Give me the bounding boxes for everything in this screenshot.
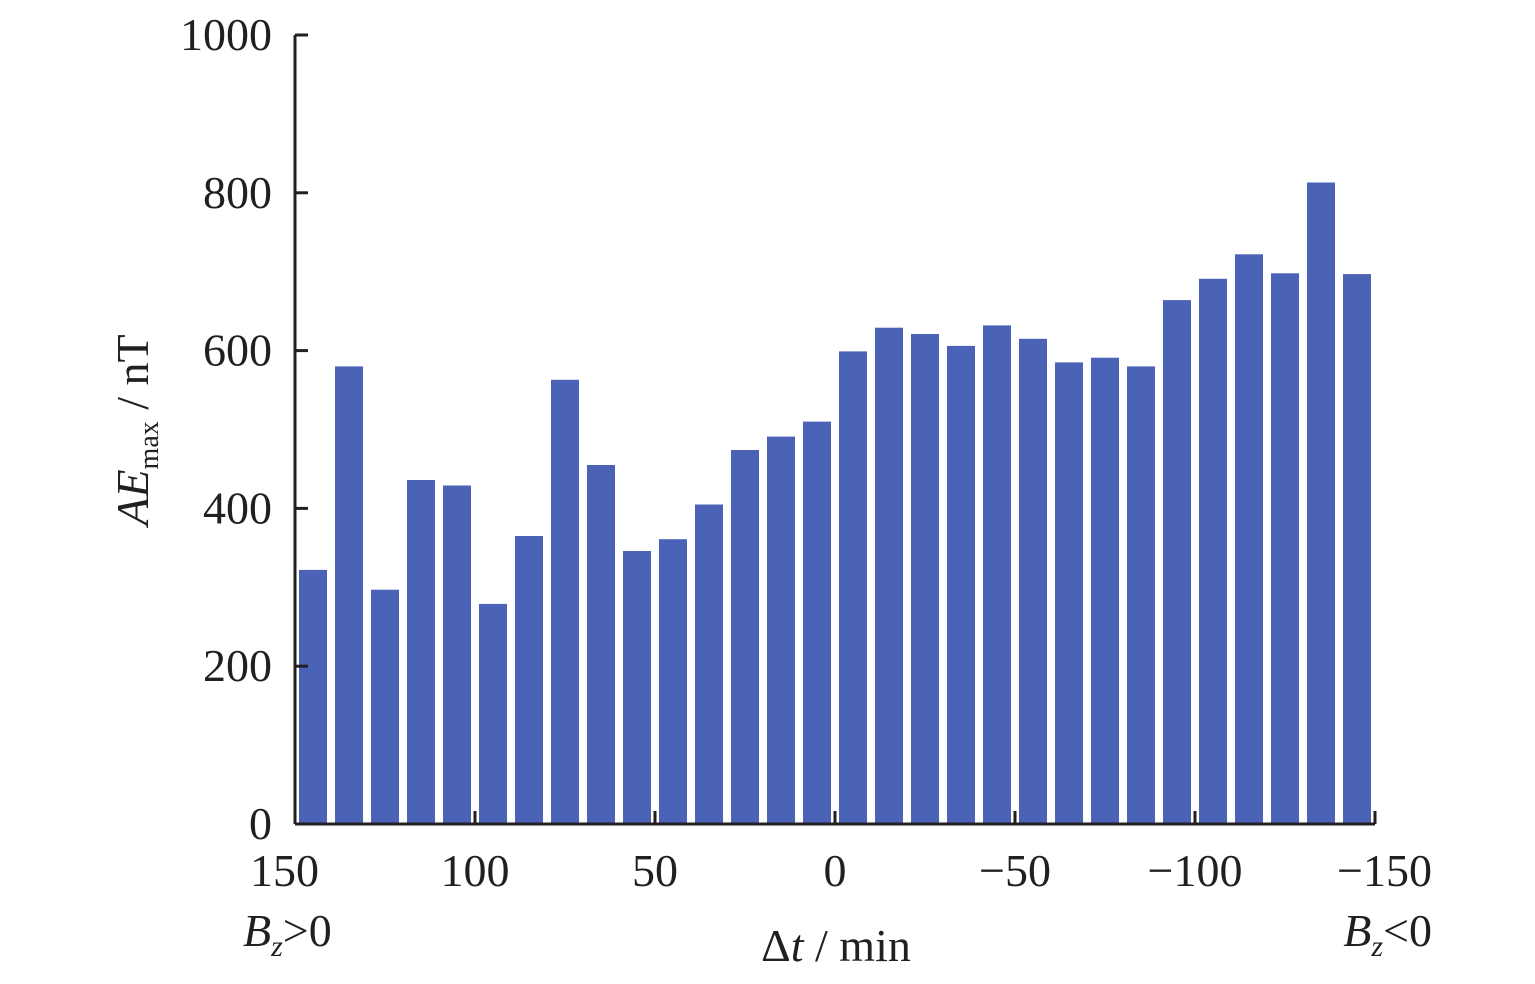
x-axis-label-var: t	[791, 920, 805, 971]
y-axis-label: AEmax / nT	[107, 334, 165, 528]
bar-29	[1343, 274, 1371, 825]
bars-group	[299, 182, 1371, 825]
x-axis-label-unit: / min	[804, 920, 911, 971]
bar-11	[695, 504, 723, 824]
bar-16	[875, 327, 903, 824]
y-tick-label-5: 1000	[180, 9, 272, 60]
bar-26	[1235, 254, 1263, 825]
bar-20	[1019, 338, 1047, 824]
bar-5	[479, 603, 507, 824]
bar-8	[587, 465, 615, 824]
bar-21	[1055, 362, 1083, 824]
left-annotation: Bz>0	[243, 905, 332, 963]
x-axis-label: Δt / min	[761, 920, 911, 971]
bar-12	[731, 450, 759, 824]
bar-19	[983, 325, 1011, 824]
x-axis-label-delta: Δ	[761, 920, 791, 971]
x-tick-label-6: −150	[1337, 845, 1432, 896]
y-tick-label-3: 600	[203, 325, 272, 376]
bar-2	[371, 589, 399, 824]
axes-group	[293, 33, 1377, 826]
left-annotation-var: B	[243, 905, 271, 956]
y-axis-label-sub: max	[134, 421, 165, 469]
y-tick-label-2: 400	[203, 482, 272, 533]
right-annotation-sub: z	[1370, 930, 1383, 963]
x-tick-label-4: −50	[979, 845, 1051, 896]
bar-7	[551, 379, 579, 824]
bar-25	[1199, 278, 1227, 824]
bar-18	[947, 345, 975, 824]
left-annotation-sub: z	[270, 930, 283, 963]
bar-24	[1163, 300, 1191, 825]
bar-3	[407, 480, 435, 824]
bar-28	[1307, 182, 1335, 824]
bar-9	[623, 551, 651, 824]
bar-27	[1271, 273, 1299, 824]
y-axis-label-unit: / nT	[107, 334, 158, 421]
bar-23	[1127, 366, 1155, 824]
y-tick-label-0: 0	[249, 798, 272, 849]
bar-6	[515, 536, 543, 824]
bar-1	[335, 366, 363, 824]
bar-15	[839, 351, 867, 824]
x-tick-label-5: −100	[1148, 845, 1243, 896]
bar-10	[659, 539, 687, 824]
bar-22	[1091, 357, 1119, 824]
bar-17	[911, 334, 939, 824]
bar-0	[299, 569, 327, 824]
left-annotation-rest: >0	[283, 905, 332, 956]
x-tick-label-3: 0	[824, 845, 847, 896]
right-annotation: Bz<0	[1343, 905, 1432, 963]
y-tick-label-4: 800	[203, 167, 272, 218]
x-tick-label-2: 50	[632, 845, 678, 896]
right-annotation-rest: <0	[1383, 905, 1432, 956]
x-tick-label-0: 150	[250, 845, 319, 896]
labels-group: 0 200 400 600 800 1000 150 100 50 0 −50 −100 −150 Δt …	[107, 9, 1432, 971]
bar-13	[767, 436, 795, 824]
bar-14	[803, 421, 831, 824]
x-tick-label-1: 100	[441, 845, 510, 896]
bar-4	[443, 485, 471, 824]
right-annotation-var: B	[1343, 905, 1371, 956]
y-tick-label-1: 200	[203, 640, 272, 691]
y-axis-label-var: AE	[107, 469, 158, 528]
